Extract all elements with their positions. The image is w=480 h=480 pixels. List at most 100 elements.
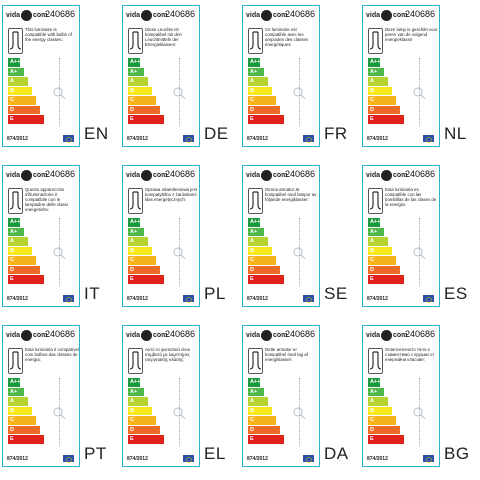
energy-class-bar: B [8, 86, 32, 95]
language-code: DE [204, 124, 229, 143]
luminaire-icon [128, 348, 143, 374]
vidaxl-logo: vida com [366, 169, 408, 181]
class-range-bracket [59, 58, 61, 126]
compatibility-text: Deze lamp is geschikt voor peren van de … [385, 27, 438, 42]
eu-flag-icon [423, 455, 434, 463]
energy-class-bar: A [368, 237, 388, 246]
energy-class-bar: B [368, 86, 392, 95]
energy-class-bar: B [8, 406, 32, 415]
eu-flag-icon [303, 455, 314, 463]
energy-class-bar: C [8, 256, 36, 265]
energy-class-bar: A [8, 77, 28, 86]
product-code: 240686 [45, 169, 76, 179]
class-range-bracket [299, 58, 301, 126]
vidaxl-logo: vida com [126, 329, 168, 341]
energy-class-bar: A++ [128, 218, 141, 227]
energy-class-bar: E [8, 115, 44, 124]
regulation-number: 874/2012 [127, 136, 148, 142]
energy-label-de: vida com 240686 Diese Leuchte ist kompatibe… [120, 0, 240, 160]
product-code: 240686 [405, 169, 436, 179]
regulation-number: 874/2012 [127, 296, 148, 302]
product-code: 240686 [285, 9, 316, 19]
bulb-icon [49, 404, 69, 428]
energy-label-nl: vida com 240686 Deze lamp is geschikt voor … [360, 0, 480, 160]
eu-flag-icon [63, 295, 74, 303]
energy-class-bar: E [368, 435, 404, 444]
bulb-icon [409, 244, 429, 268]
energy-class-bar: B [128, 406, 152, 415]
compatibility-text: Denna armatur är kompatibel med lampor a… [265, 187, 317, 202]
energy-class-bar: D [8, 425, 40, 434]
energy-class-bar: E [8, 435, 44, 444]
energy-class-bar: A [368, 397, 388, 406]
regulation-number: 874/2012 [247, 136, 268, 142]
compatibility-text: Questo apparecchio d'illuminazione è com… [25, 187, 68, 212]
energy-class-bar: C [128, 96, 156, 105]
label-card: vida com 240686 This luminaire is compatibl… [2, 5, 80, 147]
language-code: IT [84, 284, 101, 303]
energy-class-bar: A++ [368, 378, 381, 387]
energy-label-se: vida com 240686 Denna armatur är kompatibel… [240, 160, 360, 320]
label-card: vida com 240686 Diese Leuchte ist kompatibe… [122, 5, 200, 147]
energy-class-bar: D [248, 425, 280, 434]
compatibility-text: Esta luminaria es compatible con las bom… [385, 187, 437, 207]
eu-flag-icon [423, 295, 434, 303]
luminaire-icon [8, 28, 23, 54]
energy-class-scale: A++ A+ A B C D E [128, 58, 168, 125]
energy-class-bar: B [128, 86, 152, 95]
regulation-number: 874/2012 [7, 136, 28, 142]
language-code: DA [324, 444, 349, 463]
energy-class-bar: B [248, 86, 272, 95]
energy-class-bar: A [248, 397, 268, 406]
energy-class-bar: B [368, 246, 392, 255]
regulation-number: 874/2012 [7, 296, 28, 302]
bulb-icon [169, 244, 189, 268]
compatibility-text: Esta luminária é compatível com bulbos d… [25, 347, 79, 362]
energy-class-bar: A++ [368, 58, 381, 67]
energy-class-bar: D [248, 105, 280, 114]
product-code: 240686 [165, 9, 196, 19]
energy-class-bar: E [248, 275, 284, 284]
bulb-icon [409, 84, 429, 108]
bulb-icon [289, 84, 309, 108]
luminaire-icon [248, 188, 263, 214]
regulation-number: 874/2012 [367, 136, 388, 142]
energy-class-bar: C [128, 416, 156, 425]
label-card: vida com 240686 Deze lamp is geschikt voor … [362, 5, 440, 147]
class-range-bracket [419, 218, 421, 286]
energy-class-scale: A++ A+ A B C D E [368, 218, 408, 285]
class-range-bracket [179, 58, 181, 126]
energy-class-bar: E [368, 115, 404, 124]
energy-class-bar: A++ [8, 58, 21, 67]
luminaire-icon [248, 348, 263, 374]
label-card: vida com 240686 Осветителното тяло е съвмес… [362, 325, 440, 467]
energy-class-bar: D [368, 105, 400, 114]
product-code: 240686 [405, 329, 436, 339]
energy-class-bar: A+ [8, 67, 24, 76]
vidaxl-logo: vida com [366, 9, 408, 21]
regulation-number: 874/2012 [247, 456, 268, 462]
energy-class-bar: A+ [368, 227, 384, 236]
energy-class-bar: A+ [368, 67, 384, 76]
eu-flag-icon [183, 135, 194, 143]
label-card: vida com 240686 Denna armatur är kompatibel… [242, 165, 320, 307]
product-code: 240686 [45, 9, 76, 19]
eu-flag-icon [63, 455, 74, 463]
energy-class-scale: A++ A+ A B C D E [128, 218, 168, 285]
product-code: 240686 [405, 9, 436, 19]
energy-class-scale: A++ A+ A B C D E [8, 378, 48, 445]
language-code: BG [444, 444, 470, 463]
energy-class-bar: B [128, 246, 152, 255]
vidaxl-logo: vida com [246, 9, 288, 21]
vidaxl-logo: vida com [246, 169, 288, 181]
language-code: FR [324, 124, 348, 143]
regulation-number: 874/2012 [247, 296, 268, 302]
energy-label-pt: vida com 240686 Esta luminária é compatível… [0, 320, 120, 480]
eu-flag-icon [183, 295, 194, 303]
language-code: EN [84, 124, 109, 143]
energy-class-bar: B [368, 406, 392, 415]
bulb-icon [169, 84, 189, 108]
energy-class-bar: A+ [8, 387, 24, 396]
energy-class-bar: E [248, 435, 284, 444]
vidaxl-logo: vida com [6, 169, 48, 181]
